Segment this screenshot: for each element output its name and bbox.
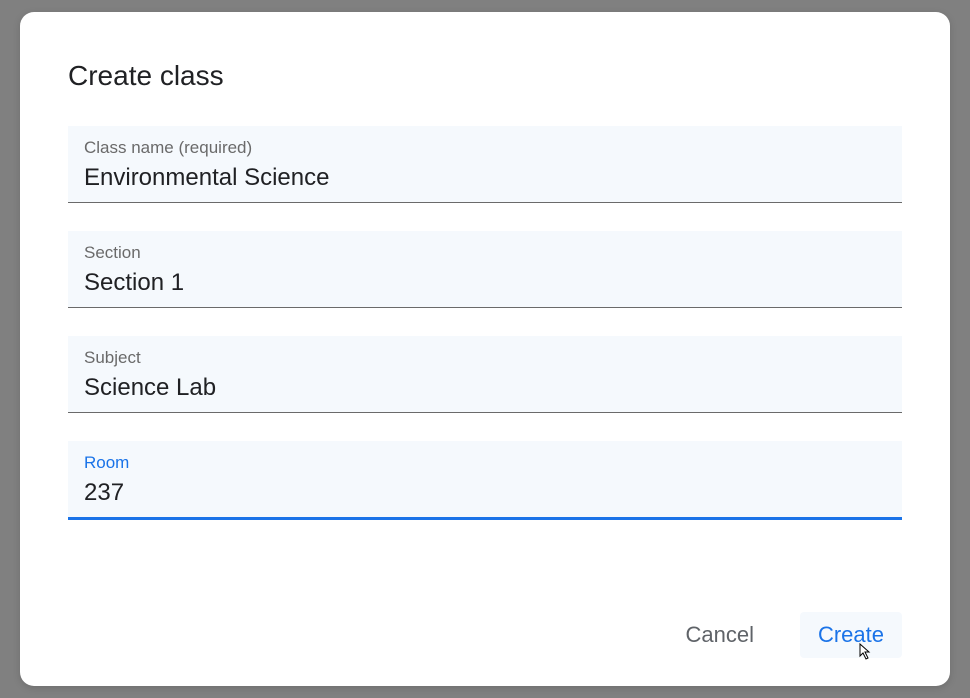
room-field[interactable]: Room [68,441,902,520]
form-fields: Class name (required) Section Subject Ro… [68,126,902,520]
create-class-dialog: Create class Class name (required) Secti… [20,12,950,686]
create-button[interactable]: Create [800,612,902,658]
section-label: Section [84,243,886,263]
room-input[interactable] [84,477,886,509]
subject-field[interactable]: Subject [68,336,902,413]
section-input[interactable] [84,267,886,299]
dialog-actions: Cancel Create [68,592,902,658]
dialog-title: Create class [68,60,902,92]
section-field[interactable]: Section [68,231,902,308]
room-label: Room [84,453,886,473]
class-name-label: Class name (required) [84,138,886,158]
create-button-label: Create [818,622,884,647]
subject-label: Subject [84,348,886,368]
subject-input[interactable] [84,372,886,404]
class-name-field[interactable]: Class name (required) [68,126,902,203]
class-name-input[interactable] [84,162,886,194]
cancel-button[interactable]: Cancel [667,612,771,658]
